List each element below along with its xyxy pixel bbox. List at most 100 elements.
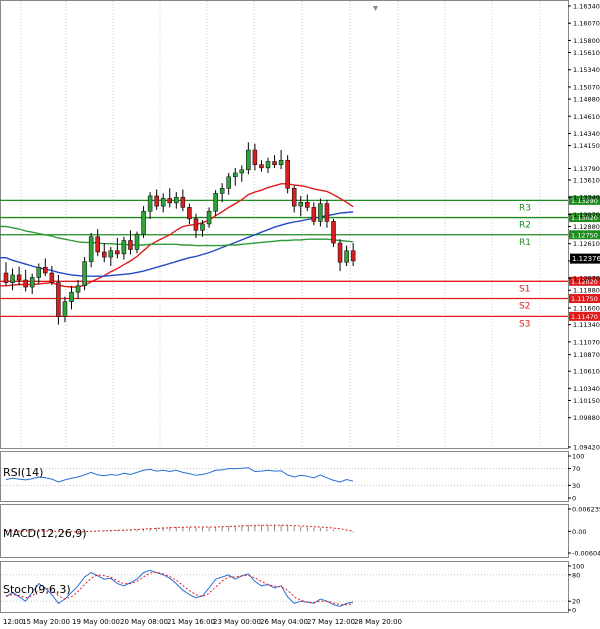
candle	[285, 155, 290, 194]
indicator-tick-label: 20	[572, 598, 580, 606]
level-value-r1: 1.12750	[571, 231, 598, 239]
time-tick-label: 15 May 20:00	[22, 618, 70, 626]
indicator-tick-label: 70	[572, 465, 580, 473]
indicator-tick-label: 0	[572, 607, 576, 615]
candle	[108, 246, 114, 267]
indicator-tick-label: -0.006046	[572, 550, 600, 558]
price-tick-label: 1.09880	[573, 414, 600, 422]
candle	[115, 237, 120, 259]
candle	[160, 193, 166, 213]
time-tick-label: 20 May 08:00	[120, 618, 168, 626]
macd-axis: 0.006235 0.00 -0.006046	[568, 506, 600, 558]
candle	[246, 142, 251, 175]
candle	[69, 285, 74, 310]
collapse-arrow-icon[interactable]	[373, 6, 378, 11]
time-tick-label: 12:00	[3, 618, 23, 626]
candle	[278, 150, 284, 170]
candlesticks	[3, 142, 356, 325]
level-value-s3: 1.11470	[571, 313, 598, 321]
time-tick-label: 23 May 00:00	[213, 618, 261, 626]
price-tick-label: 1.15070	[573, 83, 600, 91]
price-tick-label: 1.15340	[573, 66, 600, 74]
candle	[180, 189, 186, 212]
candle	[311, 202, 317, 226]
rsi-axis: 100 70 30 0	[568, 453, 584, 503]
stoch-d-line	[5, 571, 354, 606]
price-tick-label: 1.10340	[573, 385, 600, 393]
time-tick-label: 27 May 12:00	[307, 618, 355, 626]
candle	[239, 165, 245, 182]
candle	[331, 218, 336, 247]
level-value-tag	[569, 213, 600, 223]
price-tick-label: 1.11880	[573, 287, 600, 295]
price-tick-label: 1.13790	[573, 165, 600, 173]
rsi-line	[5, 467, 354, 483]
stoch-k-line	[5, 569, 354, 608]
candle	[141, 206, 146, 238]
price-tick-label: 1.14610	[573, 113, 600, 121]
indicator-tick-label: 100	[572, 453, 584, 461]
level-value-s2: 1.11750	[571, 295, 598, 303]
price-tick-label: 1.13610	[573, 176, 600, 184]
candle	[121, 236, 127, 260]
price-tick-label: 1.10610	[573, 368, 600, 376]
current-price-label: 1.12376	[572, 255, 600, 263]
candle	[219, 183, 225, 203]
candle	[187, 203, 192, 224]
ma-line-2	[0, 225, 354, 247]
price-tick-label: 1.12880	[573, 223, 600, 231]
price-tick-label: 1.13340	[573, 194, 600, 202]
indicator-tick-label: 30	[572, 482, 580, 490]
candle	[252, 143, 258, 171]
price-tick-label: 1.14880	[573, 96, 600, 104]
price-tick-label: 1.10150	[573, 397, 600, 405]
candle	[29, 273, 35, 295]
price-tick-label: 1.11070	[573, 338, 600, 346]
level-label-r2: R2	[519, 221, 531, 231]
candle	[88, 232, 94, 268]
candle	[324, 199, 330, 228]
price-tick-label: 1.15800	[573, 37, 600, 45]
candle	[259, 160, 264, 172]
level-value-r2: 1.13020	[571, 214, 598, 222]
candle	[62, 296, 68, 323]
support-resistance-levels: R3 1.13290 R2 1.13020 R1 1.12750 S1 1.12020 S2 1.…	[0, 195, 600, 329]
candle	[318, 198, 323, 227]
ma-line-1	[0, 211, 354, 277]
level-value-tag	[569, 276, 600, 286]
indicator-tick-label: 100	[572, 563, 584, 571]
level-value-tag	[569, 311, 600, 321]
price-tick-label: 1.12070	[573, 275, 600, 283]
level-label-s3: S3	[519, 319, 530, 329]
main-panel: R3 1.13290 R2 1.13020 R1 1.12750 S1 1.12020 S2 1.…	[0, 0, 600, 452]
candle	[82, 257, 87, 291]
time-tick-label: 21 May 16:00	[167, 618, 215, 626]
candle	[75, 280, 81, 300]
price-tick-label: 1.14340	[573, 130, 600, 138]
candle	[95, 229, 100, 256]
price-tick-label: 1.09420	[573, 444, 600, 452]
candle	[174, 192, 179, 209]
price-tick-label: 1.15610	[573, 49, 600, 57]
candle	[23, 269, 28, 292]
indicator-tick-label: 0.006235	[572, 506, 600, 514]
rsi-panel: RSI(14) 100 70 30 0	[0, 451, 584, 503]
candle	[233, 167, 238, 186]
price-tick-label: 1.13070	[573, 211, 600, 219]
price-tick-label: 1.11340	[573, 321, 600, 329]
candle	[154, 189, 159, 210]
level-value-r3: 1.13290	[571, 197, 598, 205]
price-tick-label: 1.10870	[573, 351, 600, 359]
candle	[305, 194, 310, 212]
time-tick-label: 26 May 04:00	[260, 618, 308, 626]
rsi-label: RSI(14)	[3, 466, 43, 479]
macd-signal-line	[6, 524, 354, 533]
candle	[200, 220, 205, 237]
candle	[36, 263, 41, 284]
candle	[10, 268, 15, 291]
price-tick-label: 1.11600	[573, 305, 600, 313]
candle	[298, 195, 303, 217]
